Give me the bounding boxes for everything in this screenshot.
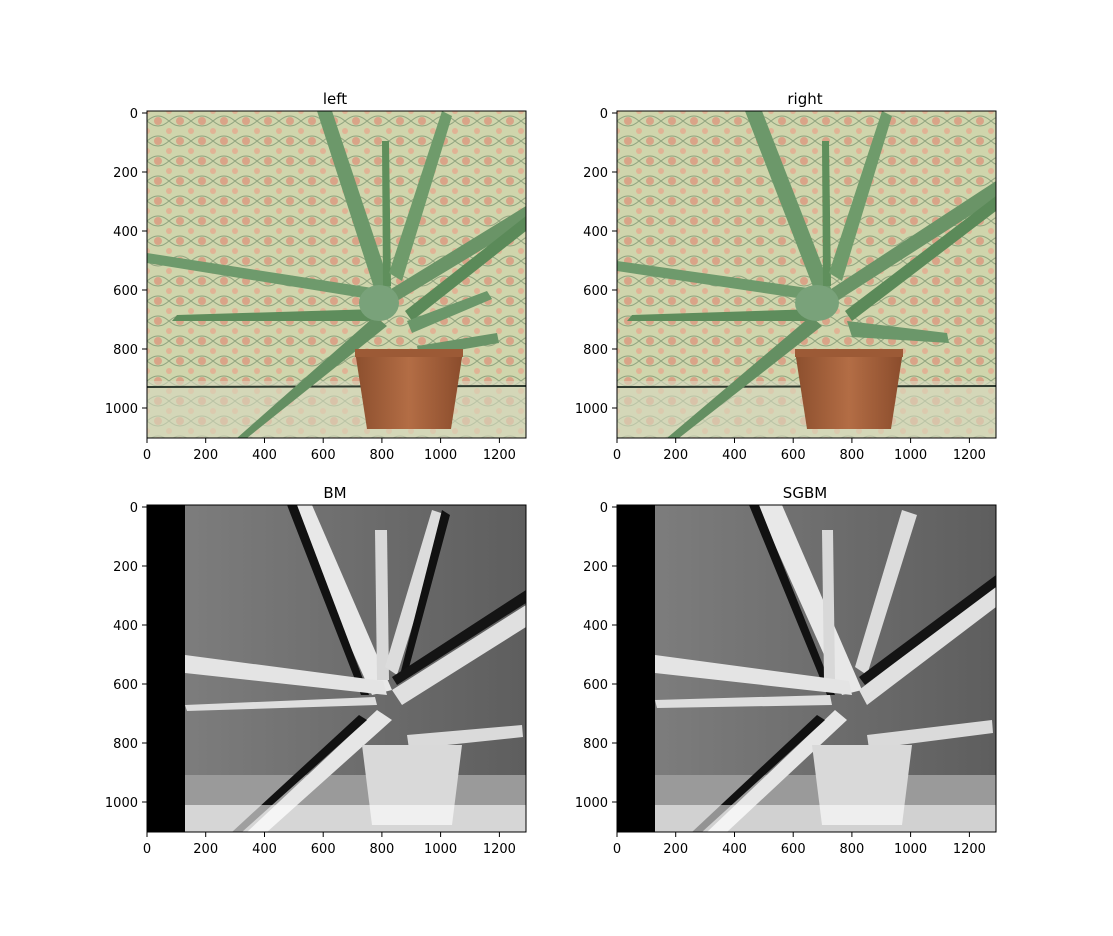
x-tick-label: 600 bbox=[781, 842, 806, 857]
y-tick-label: 800 bbox=[583, 737, 608, 752]
image-bm bbox=[147, 505, 526, 832]
x-tick-label: 1000 bbox=[424, 448, 457, 463]
x-tick-label: 1200 bbox=[483, 842, 516, 857]
y-ticks-right: 0 200 400 600 800 1000 bbox=[575, 107, 617, 417]
x-tick-label: 1200 bbox=[483, 448, 516, 463]
y-tick-label: 600 bbox=[583, 678, 608, 693]
panel-left: left 0 200 400 bbox=[105, 90, 527, 463]
x-tick-label: 800 bbox=[369, 842, 394, 857]
y-tick-label: 200 bbox=[583, 560, 608, 575]
axes-frame-sgbm bbox=[616, 504, 997, 833]
panel-title-sgbm: SGBM bbox=[783, 484, 827, 502]
y-tick-label: 0 bbox=[130, 107, 138, 122]
axes-frame-left bbox=[146, 110, 527, 439]
panel-right: right 0 200 400 600 bbox=[575, 90, 997, 463]
x-tick-label: 400 bbox=[252, 842, 277, 857]
x-tick-label: 600 bbox=[311, 448, 336, 463]
y-tick-label: 600 bbox=[583, 284, 608, 299]
x-ticks-right: 0 200 400 600 800 1000 1200 bbox=[613, 438, 986, 463]
panel-bm: BM 0 200 400 bbox=[105, 484, 527, 857]
panel-title-left: left bbox=[323, 90, 347, 108]
y-tick-label: 800 bbox=[113, 343, 138, 358]
y-tick-label: 400 bbox=[113, 225, 138, 240]
y-tick-label: 400 bbox=[583, 619, 608, 634]
y-tick-label: 200 bbox=[113, 560, 138, 575]
y-ticks-sgbm: 0 200 400 600 800 1000 bbox=[575, 501, 617, 811]
x-ticks-left: 0 200 400 600 800 1000 1200 bbox=[143, 438, 516, 463]
y-tick-label: 1000 bbox=[575, 796, 608, 811]
y-tick-label: 1000 bbox=[575, 402, 608, 417]
x-tick-label: 400 bbox=[252, 448, 277, 463]
x-tick-label: 200 bbox=[193, 448, 218, 463]
y-tick-label: 600 bbox=[113, 678, 138, 693]
x-tick-label: 400 bbox=[722, 842, 747, 857]
x-tick-label: 1000 bbox=[894, 842, 927, 857]
y-tick-label: 200 bbox=[583, 166, 608, 181]
y-tick-label: 600 bbox=[113, 284, 138, 299]
panel-title-bm: BM bbox=[323, 484, 346, 502]
image-left bbox=[146, 111, 527, 438]
x-tick-label: 1200 bbox=[953, 448, 986, 463]
x-tick-label: 1000 bbox=[424, 842, 457, 857]
x-tick-label: 400 bbox=[722, 448, 747, 463]
x-tick-label: 600 bbox=[781, 448, 806, 463]
x-tick-label: 800 bbox=[839, 842, 864, 857]
y-tick-label: 0 bbox=[130, 501, 138, 516]
x-tick-label: 0 bbox=[143, 842, 151, 857]
y-tick-label: 800 bbox=[583, 343, 608, 358]
y-ticks-bm: 0 200 400 600 800 1000 bbox=[105, 501, 147, 811]
axes-frame-right bbox=[616, 110, 997, 439]
x-tick-label: 200 bbox=[193, 842, 218, 857]
x-tick-label: 1200 bbox=[953, 842, 986, 857]
x-tick-label: 0 bbox=[143, 448, 151, 463]
x-tick-label: 200 bbox=[663, 842, 688, 857]
y-tick-label: 800 bbox=[113, 737, 138, 752]
x-tick-label: 200 bbox=[663, 448, 688, 463]
y-tick-label: 1000 bbox=[105, 796, 138, 811]
panel-sgbm: SGBM 0 200 400 6 bbox=[575, 484, 997, 857]
x-ticks-sgbm: 0 200 400 600 800 1000 1200 bbox=[613, 832, 986, 857]
axes-frame-bm bbox=[146, 504, 527, 833]
y-tick-label: 400 bbox=[583, 225, 608, 240]
x-tick-label: 1000 bbox=[894, 448, 927, 463]
x-tick-label: 600 bbox=[311, 842, 336, 857]
y-tick-label: 200 bbox=[113, 166, 138, 181]
image-sgbm bbox=[617, 505, 996, 832]
y-tick-label: 0 bbox=[600, 107, 608, 122]
y-tick-label: 400 bbox=[113, 619, 138, 634]
y-ticks-left: 0 200 400 600 800 1000 bbox=[105, 107, 147, 417]
panel-title-right: right bbox=[787, 90, 822, 108]
x-tick-label: 800 bbox=[369, 448, 394, 463]
y-tick-label: 0 bbox=[600, 501, 608, 516]
x-tick-label: 0 bbox=[613, 842, 621, 857]
x-tick-label: 0 bbox=[613, 448, 621, 463]
x-ticks-bm: 0 200 400 600 800 1000 1200 bbox=[143, 832, 516, 857]
y-tick-label: 1000 bbox=[105, 402, 138, 417]
image-right bbox=[616, 111, 997, 438]
x-tick-label: 800 bbox=[839, 448, 864, 463]
